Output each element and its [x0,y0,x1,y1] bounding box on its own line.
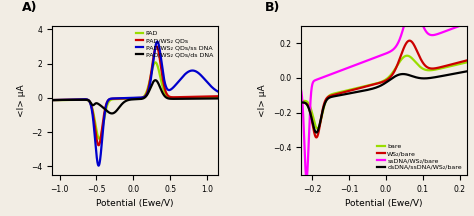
bare [404,54,410,57]
ssDNA/WS₂/bare [320,76,326,78]
PAD/WS₂ QDs/ds DNA [180,97,186,100]
PAD/WS₂ QDs [210,95,216,98]
PAD/WS₂ QDs/ss DNA [210,87,216,90]
PAD/WS₂ QDs/ds DNA [153,79,158,81]
WS₂/bare [407,39,412,42]
bare [355,87,361,89]
ssDNA/WS₂/bare [410,2,416,5]
dsDNA/ssDNA/WS₂/bare [327,96,332,99]
PAD/WS₂ QDs/ss DNA [126,97,131,99]
PAD/WS₂ QDs [154,45,159,48]
WS₂/bare [298,102,304,105]
WS₂/bare [390,73,396,75]
PAD/WS₂ QDs/ds DNA [210,97,216,100]
bare [315,127,320,130]
Line: bare: bare [301,56,469,129]
WS₂/bare [386,77,392,79]
PAD/WS₂ QDs/ss DNA [155,40,160,43]
PAD/WS₂ QDs/ds DNA [58,99,64,101]
PAD/WS₂ QDs [58,99,64,101]
Line: PAD: PAD [52,62,218,139]
PAD/WS₂ QDs/ds DNA [109,112,115,115]
dsDNA/ssDNA/WS₂/bare [320,107,326,109]
PAD/WS₂ QDs/ss DNA [215,90,221,93]
WS₂/bare [327,95,332,97]
PAD/WS₂ QDs/ss DNA [96,164,101,167]
PAD [130,97,136,100]
Text: B): B) [264,1,280,14]
X-axis label: Potential (Ewe/V): Potential (Ewe/V) [96,199,174,208]
ssDNA/WS₂/bare [298,88,304,91]
PAD/WS₂ QDs/ds DNA [126,99,131,101]
Legend: bare, WS₂/bare, ssDNA/WS₂/bare, dsDNA/ssDNA/WS₂/bare: bare, WS₂/bare, ssDNA/WS₂/bare, dsDNA/ss… [375,142,464,172]
PAD/WS₂ QDs/ss DNA [180,75,186,78]
PAD/WS₂ QDs [130,97,136,100]
ssDNA/WS₂/bare [390,49,396,51]
bare [466,60,472,63]
PAD [210,96,216,98]
PAD/WS₂ QDs [210,95,216,98]
WS₂/bare [466,59,472,61]
dsDNA/ssDNA/WS₂/bare [371,87,377,90]
PAD [49,99,55,102]
ssDNA/WS₂/bare [327,74,332,76]
PAD/WS₂ QDs [49,99,55,101]
PAD [126,97,131,100]
Legend: PAD, PAD/WS₂ QDs, PAD/WS₂ QDs/ss DNA, PAD/WS₂ QDs/ds DNA: PAD, PAD/WS₂ QDs, PAD/WS₂ QDs/ss DNA, PA… [134,29,215,59]
PAD/WS₂ QDs [180,96,186,98]
ssDNA/WS₂/bare [386,51,392,53]
dsDNA/ssDNA/WS₂/bare [466,70,472,72]
PAD/WS₂ QDs [96,144,101,147]
PAD/WS₂ QDs/ss DNA [58,98,64,101]
PAD [97,137,102,140]
Line: PAD/WS₂ QDs: PAD/WS₂ QDs [52,46,218,145]
dsDNA/ssDNA/WS₂/bare [390,76,396,79]
Text: A): A) [22,1,38,14]
WS₂/bare [355,87,361,90]
Line: PAD/WS₂ QDs/ss DNA: PAD/WS₂ QDs/ss DNA [52,42,218,166]
WS₂/bare [313,136,319,139]
bare [327,94,332,97]
PAD [153,61,158,64]
Line: PAD/WS₂ QDs/ds DNA: PAD/WS₂ QDs/ds DNA [52,80,218,113]
Y-axis label: <I> μA: <I> μA [17,84,26,117]
bare [386,75,392,78]
PAD [180,97,186,99]
dsDNA/ssDNA/WS₂/bare [313,131,319,134]
dsDNA/ssDNA/WS₂/bare [298,101,304,104]
PAD [210,96,216,98]
PAD/WS₂ QDs/ds DNA [49,99,55,101]
dsDNA/ssDNA/WS₂/bare [355,91,361,93]
ssDNA/WS₂/bare [304,178,310,180]
bare [371,83,377,85]
X-axis label: Potential (Ewe/V): Potential (Ewe/V) [345,199,423,208]
Y-axis label: <I> μA: <I> μA [258,84,267,117]
Line: WS₂/bare: WS₂/bare [301,41,469,137]
ssDNA/WS₂/bare [371,57,377,59]
ssDNA/WS₂/bare [355,63,361,65]
WS₂/bare [371,83,377,86]
Line: ssDNA/WS₂/bare: ssDNA/WS₂/bare [301,4,469,179]
PAD/WS₂ QDs/ds DNA [210,97,216,100]
PAD/WS₂ QDs [215,95,221,98]
PAD [215,96,221,98]
bare [298,100,304,103]
PAD/WS₂ QDs/ss DNA [130,97,136,99]
PAD/WS₂ QDs [126,97,131,100]
PAD/WS₂ QDs/ds DNA [130,98,136,101]
dsDNA/ssDNA/WS₂/bare [386,79,392,82]
PAD/WS₂ QDs/ds DNA [215,97,221,100]
bare [320,108,326,111]
ssDNA/WS₂/bare [466,21,472,24]
PAD/WS₂ QDs/ss DNA [49,99,55,102]
PAD [58,99,64,101]
Line: dsDNA/ssDNA/WS₂/bare: dsDNA/ssDNA/WS₂/bare [301,71,469,133]
WS₂/bare [320,105,326,108]
bare [390,71,396,74]
PAD/WS₂ QDs/ss DNA [210,87,216,90]
